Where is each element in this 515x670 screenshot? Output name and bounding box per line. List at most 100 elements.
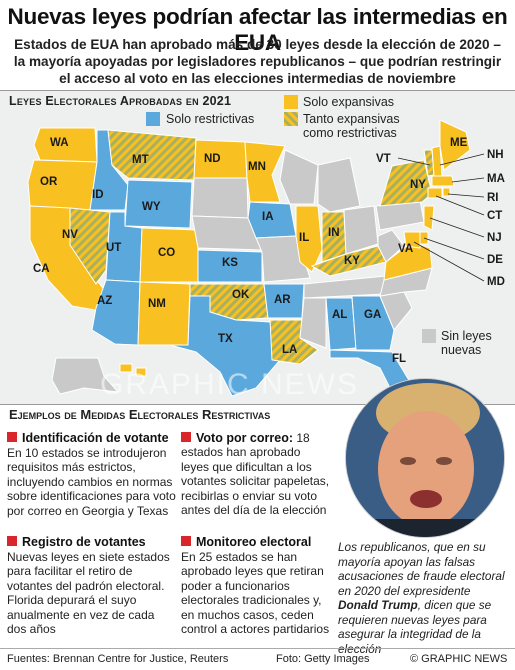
example-body: En 10 estados se introdujeron requisitos…	[7, 446, 176, 518]
state-mo	[255, 235, 311, 283]
state-al	[325, 297, 357, 351]
label-nj: NJ	[487, 232, 502, 244]
legend-swatch-restrictive	[146, 112, 160, 126]
state-nv	[69, 207, 111, 285]
legend-none-2: nuevas	[441, 343, 482, 357]
legend-swatch-expansive	[284, 95, 298, 109]
label-ga: GA	[364, 309, 381, 321]
label-nv: NV	[62, 229, 78, 241]
label-ia: IA	[262, 211, 274, 223]
label-ar: AR	[274, 294, 291, 306]
state-mi	[317, 157, 361, 213]
label-wy: WY	[142, 201, 161, 213]
footer: Fuentes: Brennan Centre for Justice, Reu…	[0, 648, 515, 670]
example-body: Nuevas leyes en siete estados para facil…	[7, 550, 170, 637]
example-title: Voto por correo:	[196, 431, 293, 445]
state-wv	[377, 229, 405, 263]
example-body: En 25 estados se han aprobado leyes que …	[181, 550, 330, 637]
label-ky: KY	[344, 255, 360, 267]
label-fl: FL	[392, 353, 406, 365]
state-hi-b	[135, 367, 147, 377]
example-title: Monitoreo electoral	[196, 535, 312, 549]
callout-lines	[397, 153, 485, 282]
label-ca: CA	[33, 263, 50, 275]
legend-both-1: Tanto expansivas	[303, 112, 400, 126]
legend-swatch-both	[284, 112, 298, 126]
label-nh: NH	[487, 149, 504, 161]
label-al: AL	[332, 309, 347, 321]
state-tn	[303, 275, 387, 299]
trump-photo	[345, 378, 505, 538]
label-ri: RI	[487, 192, 499, 204]
state-nm	[137, 281, 191, 346]
footer-copyright: © GRAPHIC NEWS	[410, 653, 508, 665]
red-square-icon	[7, 432, 17, 442]
label-ny: NY	[410, 179, 426, 191]
label-ut: UT	[106, 242, 121, 254]
label-az: AZ	[97, 295, 112, 307]
state-or	[27, 159, 98, 211]
label-ct: CT	[487, 210, 502, 222]
watermark: GRAPHIC NEWS	[100, 368, 360, 401]
state-ny	[379, 159, 433, 207]
label-md: MD	[487, 276, 505, 288]
example-mail-vote: Voto por correo: 18 estados han aprobado…	[181, 431, 331, 517]
state-wi	[279, 149, 319, 205]
photo-caption: Los republicanos, que en su mayoría apoy…	[338, 540, 505, 656]
label-me: ME	[450, 137, 468, 149]
example-voter-id: Identificación de votante En 10 estados …	[7, 431, 177, 518]
label-wa: WA	[50, 137, 69, 149]
example-voter-registration: Registro de votantes Nuevas leyes en sie…	[7, 535, 177, 636]
legend-expansive: Solo expansivas	[303, 95, 395, 109]
state-il	[295, 205, 323, 273]
label-nd: ND	[204, 153, 221, 165]
label-co: CO	[158, 247, 175, 259]
state-nj	[423, 205, 435, 231]
state-ak	[51, 357, 120, 395]
state-md	[403, 231, 421, 249]
label-id: ID	[92, 189, 104, 201]
footer-sources: Fuentes: Brennan Centre for Justice, Reu…	[7, 653, 229, 665]
caption-name: Donald Trump	[338, 598, 418, 612]
example-election-monitoring: Monitoreo electoral En 25 estados se han…	[181, 535, 333, 636]
label-in: IN	[328, 227, 340, 239]
state-ms	[299, 297, 327, 349]
label-il: IL	[299, 232, 309, 244]
legend-both-2: como restrictivas	[303, 126, 397, 140]
red-square-icon	[181, 536, 191, 546]
state-mn	[244, 141, 286, 203]
label-mt: MT	[132, 154, 149, 166]
label-or: OR	[40, 176, 58, 188]
examples-heading: Ejemplos de Medidas Electorales Restrict…	[9, 407, 271, 422]
red-square-icon	[7, 536, 17, 546]
portrait-image	[346, 379, 504, 537]
footer-photo-credit: Foto: Getty Images	[276, 653, 370, 665]
example-body: 18 estados han aprobado leyes que dificu…	[181, 431, 330, 518]
state-sd	[191, 177, 249, 219]
example-title: Registro de votantes	[22, 535, 146, 549]
label-va: VA	[398, 243, 413, 255]
state-wy	[124, 179, 193, 229]
label-la: LA	[282, 344, 297, 356]
label-nm: NM	[148, 298, 166, 310]
state-me	[439, 119, 471, 171]
state-hi	[119, 363, 133, 373]
example-title: Identificación de votante	[22, 431, 169, 445]
label-tx: TX	[218, 333, 233, 345]
page-subtitle: Estados de EUA han aprobado más de 30 le…	[13, 37, 502, 86]
label-ok: OK	[232, 289, 250, 301]
us-map: WA OR CA NV ID MT WY UT AZ CO NM ND MN I…	[27, 119, 505, 399]
label-ma: MA	[487, 173, 505, 185]
legend-restrictive: Solo restrictivas	[166, 112, 255, 126]
map-heading: Leyes Electorales Aprobadas en 2021	[9, 94, 232, 108]
page-title: Nuevas leyes podrían afectar las interme…	[7, 4, 508, 55]
state-tx	[169, 295, 281, 397]
state-ri	[442, 187, 451, 197]
state-ct	[427, 187, 443, 199]
state-ks	[197, 249, 263, 283]
state-ga	[351, 295, 395, 351]
state-ma	[431, 175, 455, 187]
red-square-icon	[181, 432, 191, 442]
label-ks: KS	[222, 257, 238, 269]
label-de: DE	[487, 254, 503, 266]
